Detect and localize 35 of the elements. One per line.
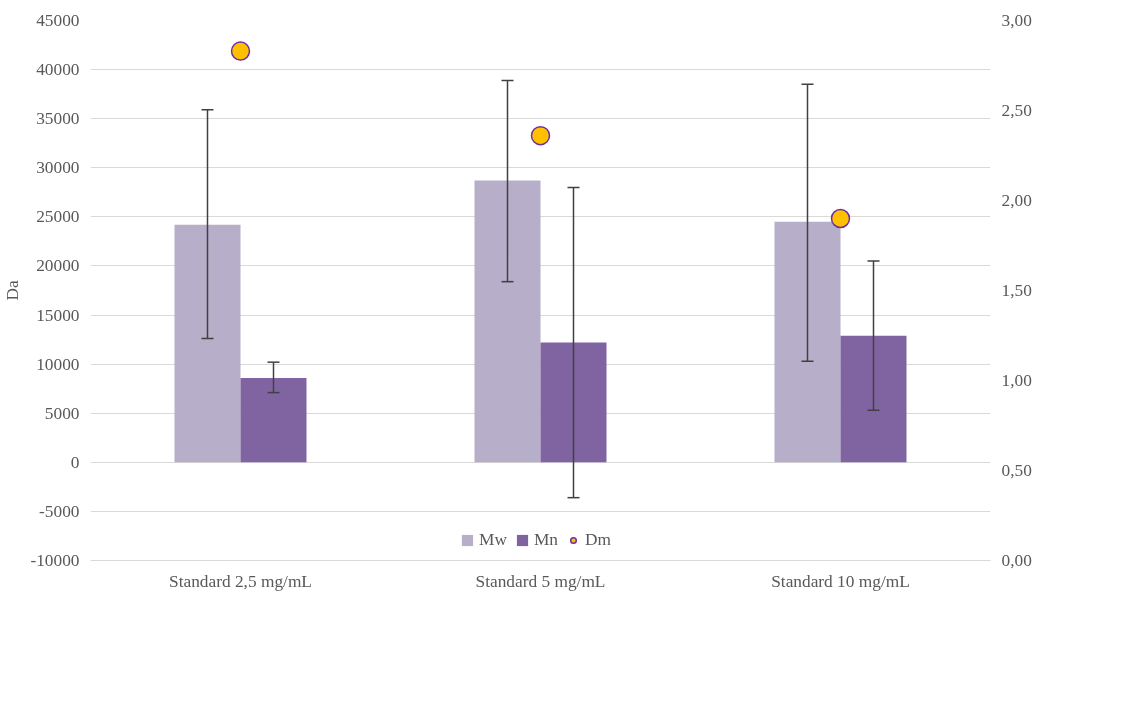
legend-label: Dm: [585, 530, 611, 550]
y-tick-label: 45000: [36, 11, 80, 30]
y-tick-label: 10000: [36, 354, 80, 374]
y-tick-label: 20000: [36, 256, 80, 276]
y-tick-label: 0: [70, 452, 80, 472]
y2-tick-label: 0,50: [1001, 461, 1032, 480]
x-tick-label: Standard 2,5 mg/mL: [169, 571, 312, 591]
legend-label: Mw: [479, 530, 507, 550]
bar: [774, 221, 841, 463]
bar: [474, 180, 541, 463]
y2-tick-label: 2,00: [1001, 191, 1032, 210]
bar: [240, 377, 307, 463]
y-tick-label: 25000: [36, 207, 80, 227]
bar: [174, 224, 241, 463]
y-tick-label: 40000: [36, 60, 80, 80]
y2-tick-label: 2,50: [1001, 101, 1032, 120]
y2-tick-label: 3,00: [1001, 11, 1032, 30]
y-tick-label: -10000: [30, 551, 80, 570]
x-tick-label: Standard 10 mg/mL: [771, 571, 910, 591]
y-tick-label: 15000: [36, 305, 80, 325]
y2-tick-label: 1,50: [1001, 281, 1032, 300]
y2-tick-label: 1,00: [1001, 371, 1032, 390]
y2-tick-label: 0,00: [1001, 551, 1032, 570]
point: [830, 208, 851, 229]
y-axis-title: Da: [3, 280, 23, 301]
point: [530, 125, 551, 146]
y-tick-label: -5000: [39, 501, 80, 521]
x-tick-label: Standard 5 mg/mL: [475, 571, 606, 591]
y-tick-label: 5000: [44, 403, 80, 423]
legend-label: Mn: [533, 530, 558, 550]
point: [230, 41, 251, 61]
y-tick-label: 35000: [36, 109, 80, 129]
y-tick-label: 30000: [36, 158, 80, 178]
bar: [840, 335, 907, 463]
bar: [540, 342, 607, 463]
